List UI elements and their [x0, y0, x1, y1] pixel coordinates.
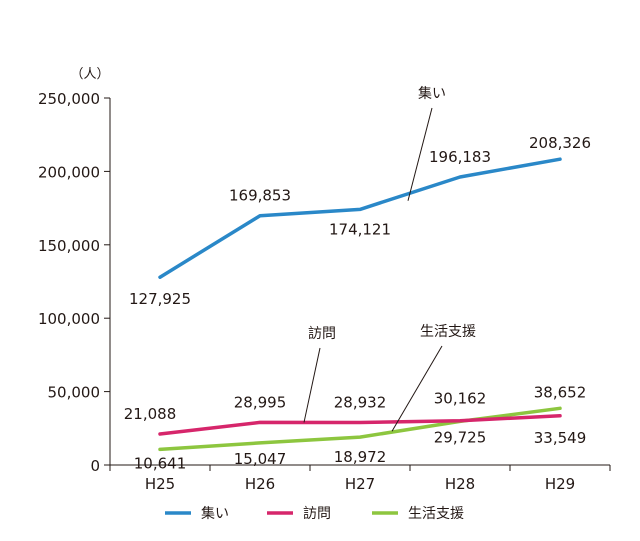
x-tick-label: H28 [445, 475, 475, 493]
data-label: 174,121 [329, 220, 391, 238]
data-label: 169,853 [229, 187, 291, 205]
data-label: 18,972 [334, 448, 387, 466]
callout-label: 訪問 [308, 326, 336, 342]
legend: 集い 訪問 生活支援 [165, 505, 464, 522]
y-tick-label: 100,000 [38, 310, 100, 328]
x-tick-label: H25 [145, 475, 175, 493]
legend-label: 生活支援 [408, 506, 464, 522]
series-lines [158, 157, 562, 452]
legend-label: 訪問 [303, 506, 331, 522]
axes: 0 50,000 100,000 150,000 200,000 250,000 （人） H2… [38, 67, 611, 493]
data-labels: 127,925 169,853 174,121 196,183 208,326 21,08… [124, 134, 591, 472]
callout-leader-line [391, 345, 443, 432]
data-label: 33,549 [534, 429, 587, 447]
y-axis-unit-label: （人） [70, 67, 109, 82]
y-tick-label: 250,000 [38, 90, 100, 108]
data-label: 21,088 [124, 405, 177, 423]
data-label: 28,995 [234, 393, 287, 411]
callout-label: 集い [418, 85, 446, 102]
data-label: 127,925 [129, 290, 191, 308]
data-label: 29,725 [434, 428, 487, 446]
data-label: 30,162 [434, 390, 487, 408]
data-label: 208,326 [529, 134, 591, 152]
series-line-2 [158, 406, 562, 452]
data-label: 38,652 [534, 383, 587, 401]
series-line-1 [158, 414, 562, 436]
data-label: 15,047 [234, 450, 287, 468]
x-tick-label: H27 [345, 475, 375, 493]
x-tick-label: H26 [245, 475, 275, 493]
y-tick-label: 50,000 [48, 384, 101, 402]
y-tick-label: 200,000 [38, 163, 100, 181]
legend-label: 集い [201, 505, 229, 522]
y-tick-label: 0 [90, 457, 100, 475]
data-label: 196,183 [429, 148, 491, 166]
y-tick-label: 150,000 [38, 237, 100, 255]
callout-leader-line [407, 107, 433, 201]
callout-label: 生活支援 [420, 324, 476, 340]
data-label: 28,932 [334, 394, 387, 412]
series-line-0 [158, 157, 562, 279]
callout-leader-line [303, 347, 321, 423]
x-tick-label: H29 [545, 475, 575, 493]
data-label: 10,641 [134, 454, 187, 472]
